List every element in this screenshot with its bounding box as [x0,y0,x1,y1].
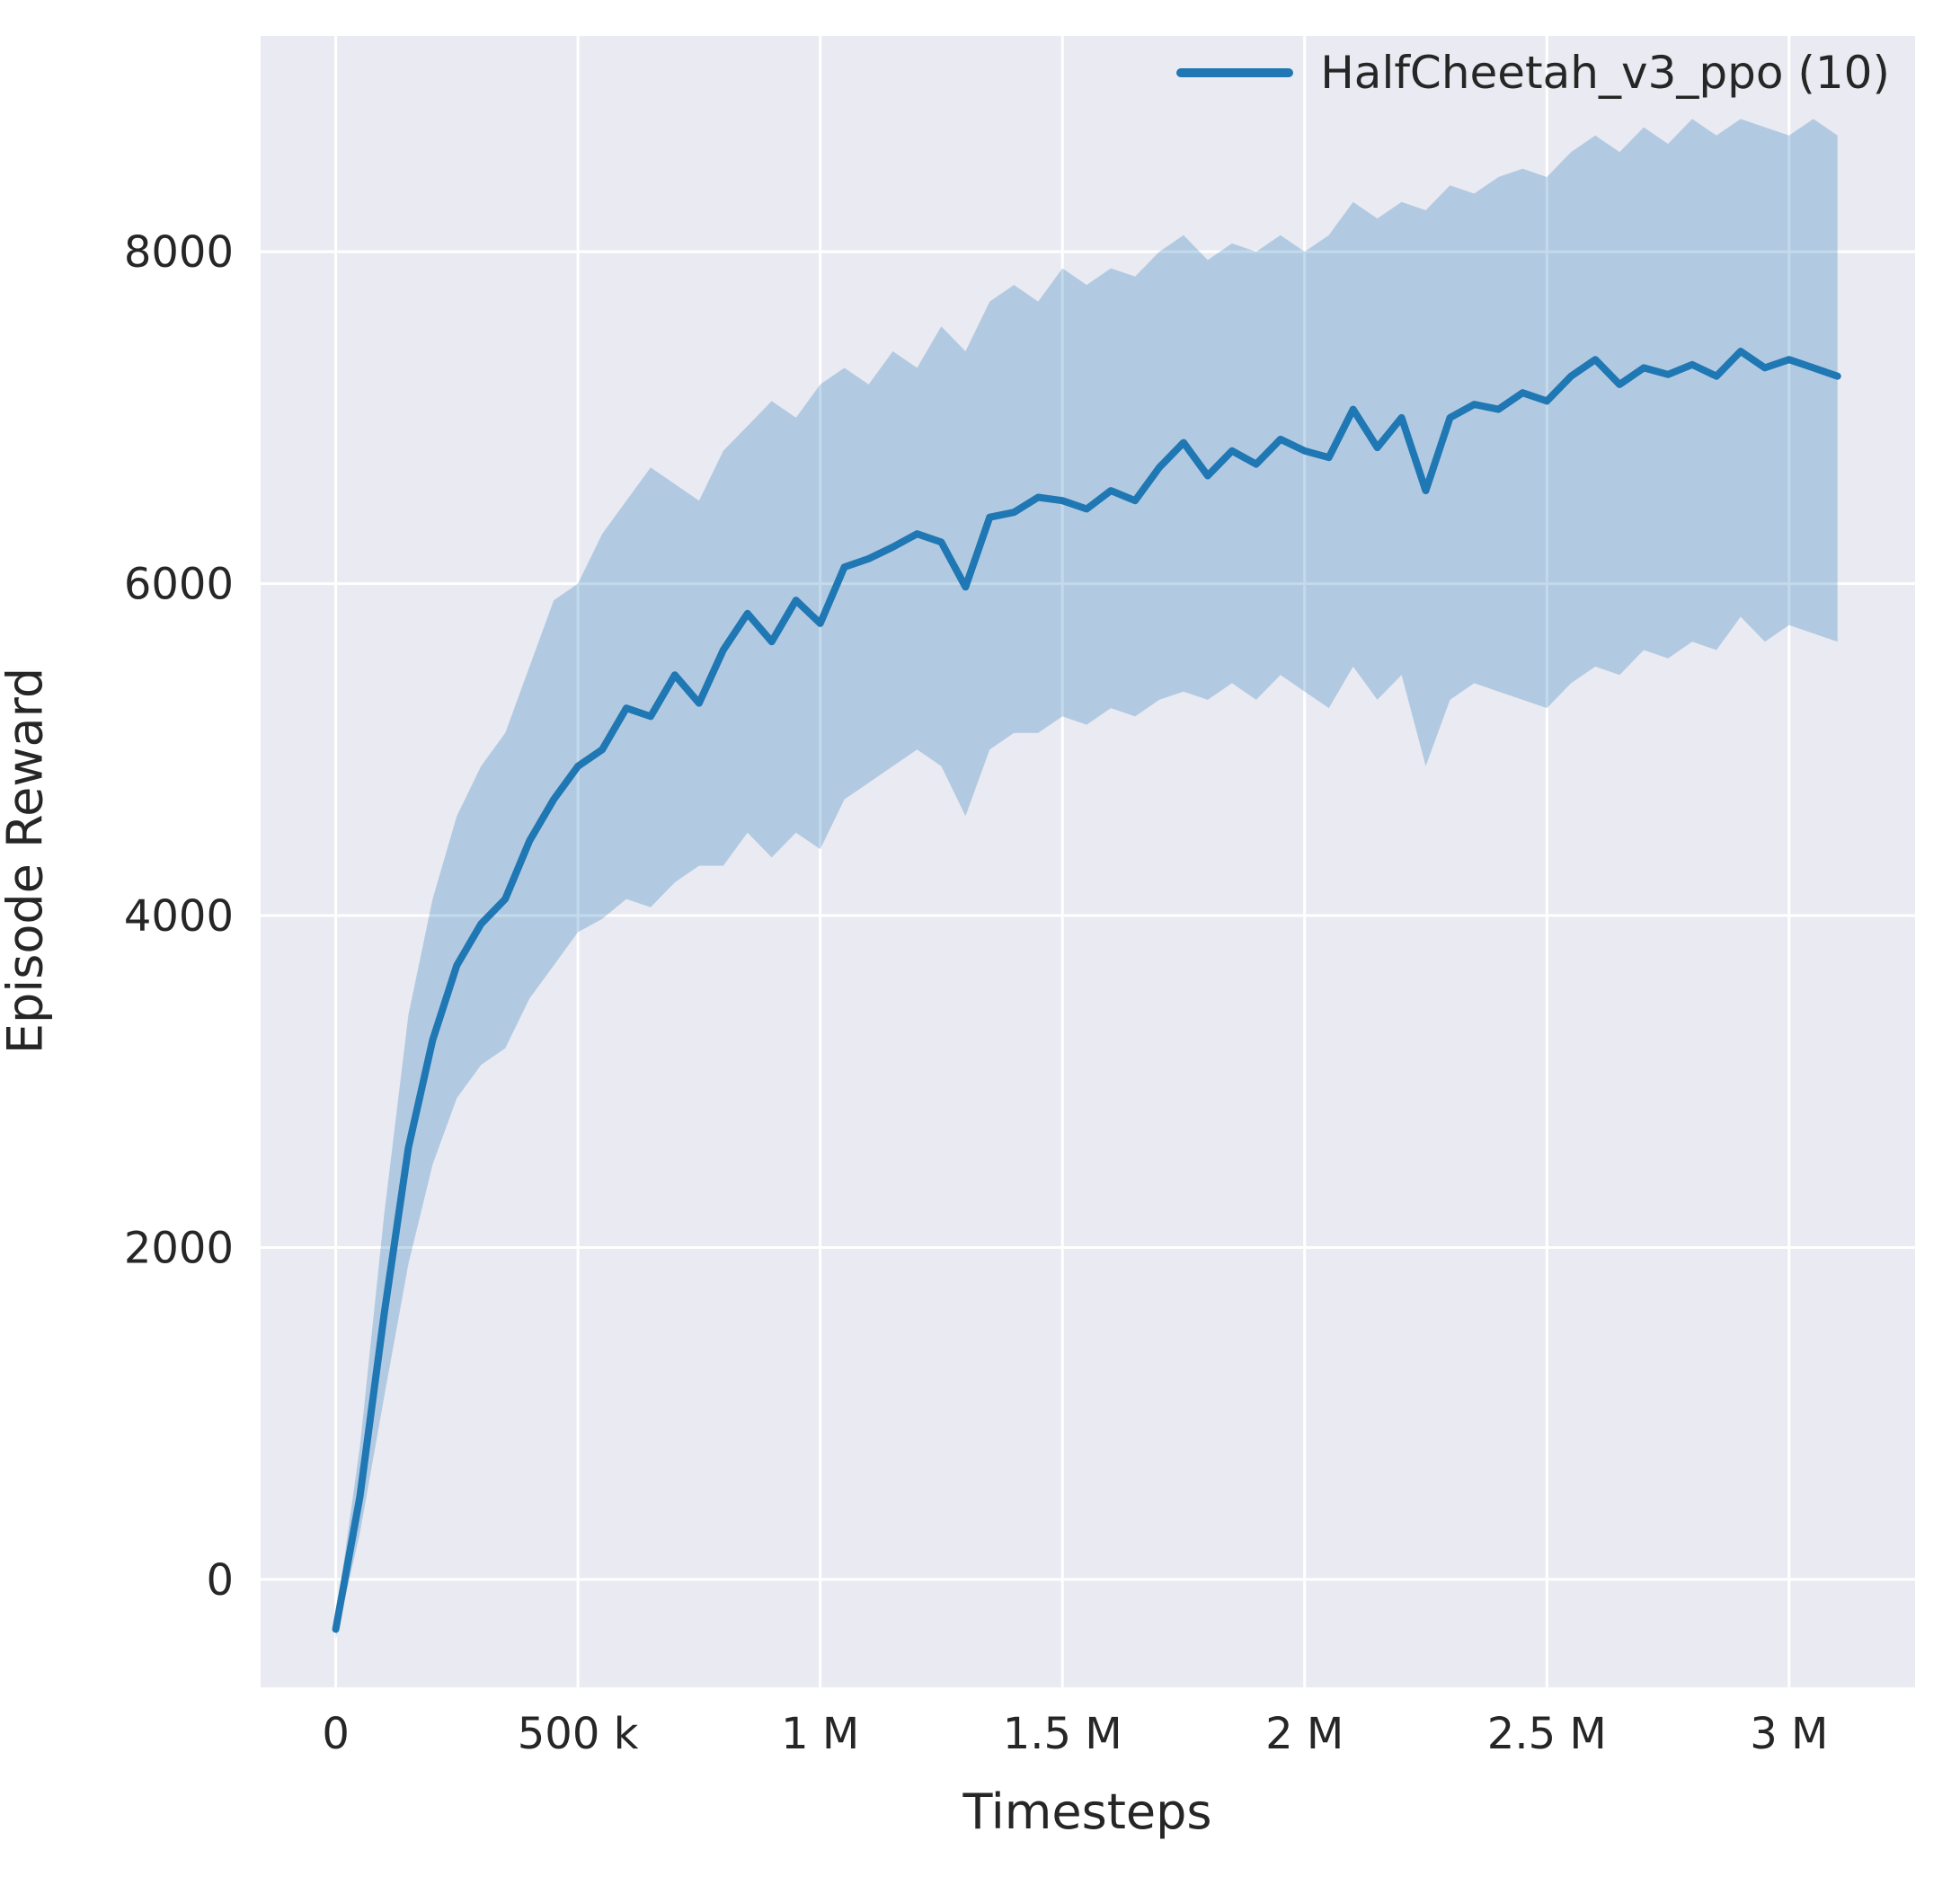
y-tick-label: 4000 [124,891,234,942]
x-tick-label: 3 M [1750,1709,1828,1759]
legend-line-swatch [1176,68,1294,77]
x-tick-label: 0 [322,1709,350,1759]
y-axis-label: Episode Reward [0,667,54,1055]
x-tick-label: 500 k [518,1709,639,1759]
x-tick-label: 2 M [1265,1709,1344,1759]
x-axis-label: Timesteps [962,1783,1212,1840]
y-tick-label: 6000 [124,560,234,610]
confidence-band [335,119,1838,1640]
legend-label: HalfCheetah_v3_ppo (10) [1320,47,1890,99]
plot-background [261,36,1915,1687]
x-tick-label: 2.5 M [1487,1709,1607,1759]
legend: HalfCheetah_v3_ppo (10) [1176,47,1890,99]
mean-line [332,348,1841,1633]
x-tick-label: 1.5 M [1003,1709,1122,1759]
x-tick-label: 1 M [781,1709,859,1759]
y-tick-label: 8000 [124,227,234,278]
y-tick-label: 0 [206,1555,234,1606]
y-tick-label: 2000 [124,1223,234,1273]
